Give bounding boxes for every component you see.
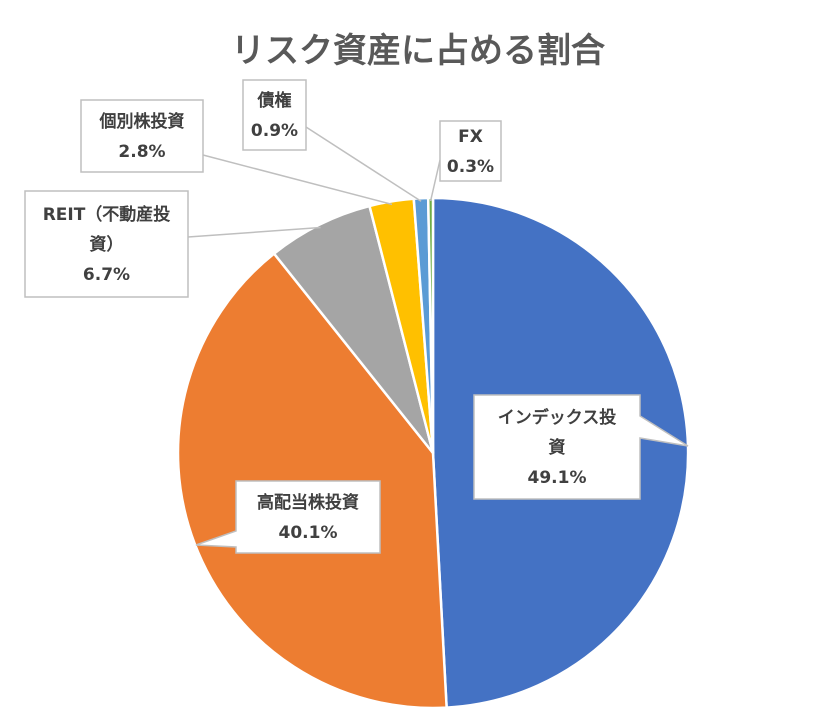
data-label-value: 49.1% — [528, 468, 587, 488]
label-box-2 — [24, 190, 189, 298]
data-label-category: FX — [458, 127, 483, 147]
label-box-1 — [195, 480, 381, 554]
data-label-4: 債権 0.9% — [242, 79, 422, 202]
label-box-0 — [473, 394, 689, 500]
data-label-value: 2.8% — [118, 142, 165, 162]
leader-line-4 — [305, 126, 422, 202]
label-box-4 — [242, 79, 307, 151]
data-label-category: REIT（不動産投 — [43, 204, 171, 225]
data-label-category: インデックス投 — [498, 407, 617, 428]
data-label-category: 個別株投資 — [99, 111, 185, 132]
data-label-category: 高配当株投資 — [257, 492, 359, 513]
data-label-value: 0.9% — [251, 121, 298, 141]
pie-slice-2 — [272, 204, 435, 455]
label-box-5 — [439, 120, 502, 182]
label-box-3 — [80, 99, 204, 173]
data-label-category: 資） — [90, 234, 124, 255]
data-label-value: 40.1% — [279, 523, 338, 543]
data-label-value: 6.7% — [83, 265, 130, 285]
leader-line-3 — [202, 154, 393, 206]
data-label-category: 資 — [549, 438, 566, 458]
leader-line-2 — [187, 226, 321, 238]
data-label-3: 個別株投資 2.8% — [80, 99, 393, 206]
chart-title: リスク資産に占める割合 — [231, 31, 605, 71]
data-label-category: 債権 — [257, 90, 292, 111]
data-label-value: 0.3% — [447, 157, 494, 177]
data-label-5: FX 0.3% — [429, 120, 502, 202]
leader-line-5 — [429, 159, 441, 202]
data-label-1: 高配当株投資 40.1% — [195, 480, 381, 554]
